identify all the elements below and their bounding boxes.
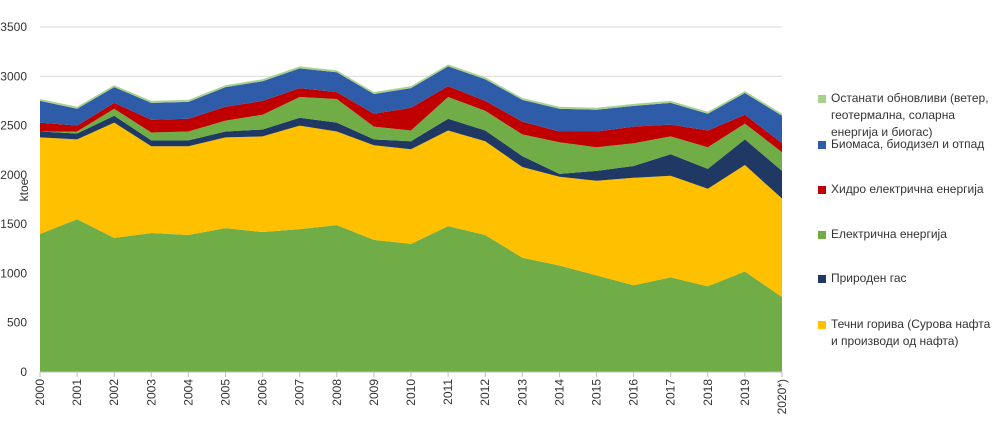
- legend-item: Електрична енергија: [818, 226, 1000, 243]
- legend-label: Природен гас: [831, 271, 907, 285]
- x-tick-label: 2018: [701, 379, 715, 406]
- area-series-5: [40, 66, 782, 144]
- x-tick-label: 2009: [367, 379, 381, 406]
- x-tick-label: 2015: [590, 379, 604, 406]
- legend-label: Електрична енергија: [831, 227, 947, 241]
- y-axis-label: ktoe: [17, 178, 31, 201]
- y-tick-label: 3000: [0, 69, 27, 83]
- x-tick-label: 2000: [33, 379, 47, 406]
- y-tick-label: 3500: [0, 20, 27, 34]
- y-tick-label: 0: [20, 365, 27, 379]
- x-tick-label: 2004: [181, 379, 195, 406]
- area-series-2: [40, 115, 782, 199]
- area-series-4: [40, 86, 782, 153]
- legend-label: Течни горива (Сурова нафта и производи о…: [831, 317, 991, 348]
- area-series-0: [40, 219, 782, 372]
- x-tick-label: 2005: [219, 379, 233, 406]
- axes: 0 500 1000 1500 2000 2500 3000 3500 2000 2001 2002…: [0, 20, 789, 414]
- x-tick-label: 2017: [664, 379, 678, 406]
- legend-item: Останати обновливи (ветер, геотермална, …: [818, 90, 1000, 141]
- x-tick-label: 2010: [404, 379, 418, 406]
- area-series-1: [40, 122, 782, 298]
- x-tick-label: 2008: [330, 379, 344, 406]
- x-tick-label: 2006: [256, 379, 270, 406]
- y-tick-label: 1500: [0, 217, 27, 231]
- stacked-areas: [40, 64, 782, 372]
- legend-swatch: [818, 321, 826, 329]
- legend-item: Течни горива (Сурова нафта и производи о…: [818, 316, 1000, 350]
- area-series-3: [40, 97, 782, 174]
- y-tick-label: 500: [7, 316, 27, 330]
- y-tick-label: 2500: [0, 119, 27, 133]
- legend-swatch: [818, 231, 826, 239]
- x-tick-label: 2003: [144, 379, 158, 406]
- x-tick-label: 2013: [515, 379, 529, 406]
- y-tick-label: 1000: [0, 266, 27, 280]
- x-tick-label: 2001: [70, 379, 84, 406]
- y-tick-label: 2000: [0, 168, 27, 182]
- legend-swatch: [818, 186, 826, 194]
- legend-item: Природен гас: [818, 270, 1000, 287]
- x-tick-label: 2014: [552, 379, 566, 406]
- legend-label: Останати обновливи (ветер, геотермална, …: [831, 91, 989, 139]
- legend-swatch: [818, 95, 826, 103]
- x-tick-label: 2012: [478, 379, 492, 406]
- x-tick-label: 2011: [441, 379, 455, 405]
- x-tick-label: 2007: [293, 379, 307, 406]
- x-tick-label: 2019: [738, 379, 752, 406]
- x-tick-label: 2002: [107, 379, 121, 406]
- legend: Останати обновливи (ветер, геотермална, …: [818, 0, 1000, 422]
- x-tick-label: 2020*): [775, 379, 789, 414]
- x-tick-label: 2016: [627, 379, 641, 406]
- legend-swatch: [818, 275, 826, 283]
- legend-swatch: [818, 141, 826, 149]
- legend-item: Биомаса, биодизел и отпад: [818, 136, 1000, 153]
- legend-label: Хидро електрична енергија: [831, 182, 984, 196]
- legend-label: Биомаса, биодизел и отпад: [831, 137, 985, 151]
- legend-item: Хидро електрична енергија: [818, 181, 1000, 198]
